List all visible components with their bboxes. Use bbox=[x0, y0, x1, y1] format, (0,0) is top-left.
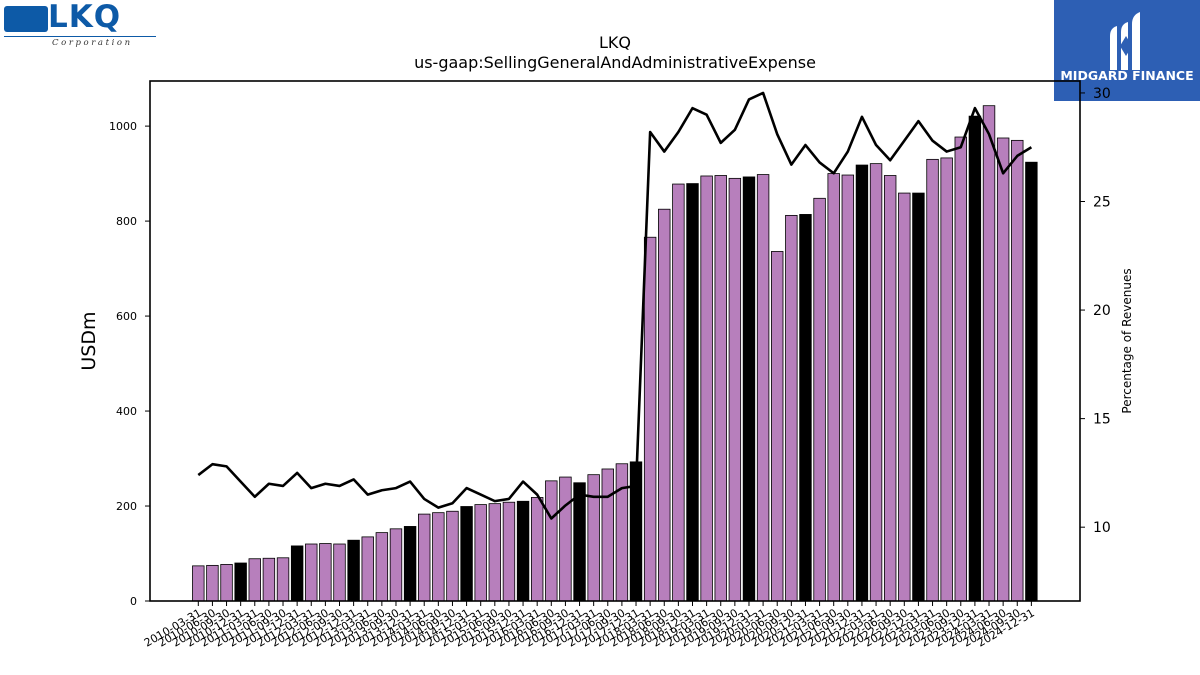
bar-2019-06-30 bbox=[714, 175, 727, 602]
bar-2022-03-31 bbox=[869, 163, 883, 602]
percentage-of-revenues-line bbox=[197, 91, 1033, 520]
x-axis-ticks: 2010-03-312010-06-302010-09-302010-12-31… bbox=[142, 601, 1037, 650]
bar-2017-03-31 bbox=[587, 474, 600, 602]
bar-series bbox=[192, 105, 1038, 602]
bar-2014-09-30 bbox=[446, 510, 459, 602]
y-tick-label: 1000 bbox=[109, 120, 137, 133]
lkq-logo-corporation: Corporation bbox=[52, 38, 133, 48]
bar-2020-06-30 bbox=[771, 251, 784, 602]
bar-2011-03-31 bbox=[248, 558, 261, 602]
bar-2021-09-30 bbox=[841, 174, 855, 602]
bar-2021-03-31 bbox=[813, 197, 826, 602]
bar-2024-12-31 bbox=[1025, 161, 1038, 602]
bar-2024-09-30 bbox=[1011, 139, 1024, 602]
bar-2023-09-30 bbox=[954, 136, 967, 602]
lkq-logo-rule bbox=[4, 36, 156, 37]
bar-2013-03-31 bbox=[361, 536, 374, 602]
y2-tick-label: 15 bbox=[1093, 412, 1111, 428]
bar-2020-09-30 bbox=[785, 214, 798, 602]
plot-frame bbox=[149, 80, 1081, 602]
bar-2015-03-31 bbox=[474, 504, 487, 602]
bar-2024-03-31 bbox=[982, 105, 996, 602]
bar-2016-12-31 bbox=[573, 482, 586, 602]
bar-2011-12-31 bbox=[290, 545, 304, 602]
bar-2015-09-30 bbox=[502, 501, 516, 602]
y-tick-label: 200 bbox=[116, 500, 137, 513]
y-axis-label: USDm bbox=[78, 311, 100, 370]
y-axis-ticks: 0 200 400 600 800 1000 bbox=[109, 120, 150, 608]
bar-2016-09-30 bbox=[559, 476, 572, 602]
secondary-y-axis-ticks: 10 15 20 25 30 bbox=[1080, 86, 1111, 536]
bar-2018-12-31 bbox=[686, 183, 699, 602]
bar-2013-06-30 bbox=[375, 532, 389, 602]
y-tick-label: 800 bbox=[116, 215, 137, 228]
bar-2022-09-30 bbox=[898, 192, 911, 602]
bar-2014-12-31 bbox=[460, 506, 473, 602]
bar-2018-03-31 bbox=[643, 236, 657, 602]
bar-2023-06-30 bbox=[940, 157, 953, 602]
bar-2017-06-30 bbox=[601, 468, 614, 602]
bar-2019-03-31 bbox=[700, 175, 713, 602]
bar-2013-09-30 bbox=[389, 528, 403, 602]
bar-2011-09-30 bbox=[276, 557, 290, 602]
chart-title: LKQ bbox=[599, 33, 631, 52]
bar-2014-03-31 bbox=[418, 513, 431, 602]
midgard-finance-logo: MIDGARD FINANCE bbox=[1054, 0, 1200, 101]
bar-2023-12-31 bbox=[968, 115, 982, 602]
bar-2016-03-31 bbox=[530, 497, 544, 602]
bar-2023-03-31 bbox=[926, 158, 939, 602]
bar-2020-12-31 bbox=[799, 214, 812, 602]
bar-2015-06-30 bbox=[488, 503, 502, 602]
bar-2010-03-31 bbox=[192, 565, 205, 602]
chart-subtitle: us-gaap:SellingGeneralAndAdministrativeE… bbox=[414, 53, 816, 72]
bar-2014-06-30 bbox=[432, 512, 445, 602]
midgard-emblem-icon bbox=[1110, 12, 1140, 70]
y2-tick-label: 25 bbox=[1093, 195, 1111, 211]
lkq-badge-icon bbox=[4, 6, 48, 32]
bar-2022-12-31 bbox=[912, 192, 925, 602]
bar-2012-09-30 bbox=[333, 543, 346, 602]
bar-2021-06-30 bbox=[827, 173, 840, 602]
bar-2022-06-30 bbox=[883, 175, 897, 602]
bar-2015-12-31 bbox=[516, 500, 530, 602]
plot-axes bbox=[149, 80, 1081, 602]
bar-2010-09-30 bbox=[220, 564, 233, 602]
y-tick-label: 400 bbox=[116, 405, 137, 418]
lkq-logo: LKQ Corporation bbox=[4, 0, 160, 48]
bar-2012-12-31 bbox=[347, 539, 360, 602]
bar-2019-09-30 bbox=[728, 177, 742, 602]
bar-2020-03-31 bbox=[756, 174, 770, 602]
y-tick-label: 600 bbox=[116, 310, 137, 323]
bar-2024-06-30 bbox=[996, 137, 1010, 602]
bar-2018-09-30 bbox=[672, 183, 685, 602]
bar-2018-06-30 bbox=[658, 208, 671, 602]
bar-2012-03-31 bbox=[305, 543, 318, 602]
y2-tick-label: 30 bbox=[1093, 86, 1111, 102]
bar-2017-09-30 bbox=[615, 463, 629, 602]
percentage-line-series bbox=[197, 91, 1033, 520]
midgard-finance-name: MIDGARD FINANCE bbox=[1060, 68, 1194, 83]
bar-2012-06-30 bbox=[319, 543, 332, 602]
bar-2016-06-30 bbox=[545, 480, 558, 602]
bar-2010-12-31 bbox=[234, 562, 247, 602]
y2-tick-label: 20 bbox=[1093, 303, 1111, 319]
lkq-logo-word: LKQ bbox=[48, 0, 122, 35]
bar-2021-12-31 bbox=[855, 164, 869, 602]
bar-2013-12-31 bbox=[403, 526, 417, 602]
bar-2010-06-30 bbox=[206, 564, 219, 602]
y-tick-label: 0 bbox=[130, 595, 137, 608]
bar-2011-06-30 bbox=[262, 557, 276, 602]
secondary-y-axis-label: Percentage of Revenues bbox=[1120, 268, 1134, 413]
bar-2019-12-31 bbox=[742, 176, 756, 602]
y2-tick-label: 10 bbox=[1093, 520, 1111, 536]
